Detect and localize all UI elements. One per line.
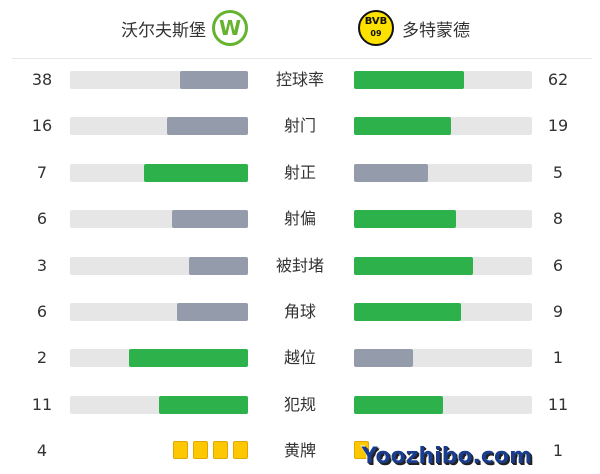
home-bar (70, 210, 248, 229)
bvb-logo-year: 09 (370, 29, 382, 38)
yellow-card-icon (173, 441, 188, 459)
away-bar-fill (354, 210, 456, 229)
away-value: 1 (552, 441, 564, 460)
match-header: 沃尔夫斯堡 W BVB 09 多特蒙德 (0, 0, 600, 58)
stat-label: 越位 (283, 348, 316, 368)
stat-row: 38 控球率 62 (0, 70, 600, 90)
home-bar-fill (159, 395, 248, 414)
stat-row: 2 越位 1 (0, 348, 600, 368)
home-value: 16 (31, 116, 53, 136)
yellow-card-icon (213, 441, 228, 459)
stat-label: 犯规 (283, 394, 316, 414)
stat-row-yellow-cards: 4 黄牌 1 (0, 441, 600, 461)
home-bar-fill (144, 163, 248, 182)
home-value: 7 (36, 162, 48, 182)
bvb-logo-icon: BVB 09 (358, 10, 394, 46)
away-bar-fill (354, 117, 451, 136)
away-bar (354, 349, 532, 368)
stat-row: 3 被封堵 6 (0, 256, 600, 276)
stat-label: 被封堵 (275, 255, 324, 275)
away-yellow-cards (354, 441, 369, 461)
home-bar-fill (129, 349, 248, 368)
yellow-card-icon (354, 441, 369, 459)
home-yellow-cards (173, 441, 248, 461)
home-value: 11 (31, 394, 53, 414)
yellow-card-icon (193, 441, 208, 459)
stat-row: 11 犯规 11 (0, 395, 600, 415)
bvb-logo-text: BVB (364, 16, 388, 27)
home-bar (70, 256, 248, 275)
stat-label: 射偏 (283, 209, 316, 229)
watermark: Yoozhibo.com (361, 444, 532, 469)
home-bar (70, 349, 248, 368)
away-value: 6 (552, 255, 564, 275)
wolfsburg-logo-icon: W (212, 10, 248, 46)
away-value: 19 (547, 116, 569, 136)
away-value: 9 (552, 302, 564, 321)
away-bar-fill (354, 256, 473, 275)
away-bar-fill (354, 395, 443, 414)
stat-label: 角球 (283, 302, 316, 321)
away-bar-fill (354, 71, 465, 89)
stat-label: 控球率 (275, 70, 324, 89)
home-bar (70, 163, 248, 182)
stat-row: 6 角球 9 (0, 302, 600, 322)
home-value: 6 (36, 302, 48, 321)
away-value: 62 (547, 70, 569, 89)
stat-row: 7 射正 5 (0, 163, 600, 183)
home-value: 38 (31, 70, 53, 89)
away-bar (354, 256, 532, 275)
home-bar-fill (171, 210, 248, 229)
away-bar (354, 163, 532, 182)
away-bar-fill (354, 349, 414, 368)
stat-label: 黄牌 (283, 441, 316, 460)
away-team[interactable]: BVB 09 多特蒙德 (358, 10, 470, 46)
away-value: 1 (552, 348, 564, 368)
stat-label: 射门 (283, 116, 316, 136)
home-bar-fill (180, 71, 248, 89)
home-team-name: 沃尔夫斯堡 (121, 20, 206, 41)
away-bar-fill (354, 303, 461, 321)
home-value: 4 (36, 441, 48, 460)
away-bar (354, 71, 532, 89)
away-bar (354, 210, 532, 229)
home-team[interactable]: 沃尔夫斯堡 W (121, 10, 248, 46)
stat-row: 6 射偏 8 (0, 209, 600, 229)
away-bar-fill (354, 163, 429, 182)
stat-row: 16 射门 19 (0, 116, 600, 136)
divider (12, 58, 592, 59)
away-team-name: 多特蒙德 (402, 20, 470, 41)
away-value: 8 (552, 209, 564, 229)
yellow-card-icon (233, 441, 248, 459)
away-bar (354, 395, 532, 414)
home-bar-fill (188, 256, 248, 275)
away-value: 11 (547, 394, 569, 414)
home-bar (70, 395, 248, 414)
away-bar (354, 117, 532, 136)
home-value: 3 (36, 255, 48, 275)
stat-label: 射正 (283, 162, 316, 182)
home-bar-fill (166, 117, 248, 136)
home-value: 2 (36, 348, 48, 368)
home-value: 6 (36, 209, 48, 229)
home-bar (70, 303, 248, 321)
away-value: 5 (552, 162, 564, 182)
home-bar-fill (176, 303, 248, 321)
home-bar (70, 71, 248, 89)
home-bar (70, 117, 248, 136)
away-bar (354, 303, 532, 321)
